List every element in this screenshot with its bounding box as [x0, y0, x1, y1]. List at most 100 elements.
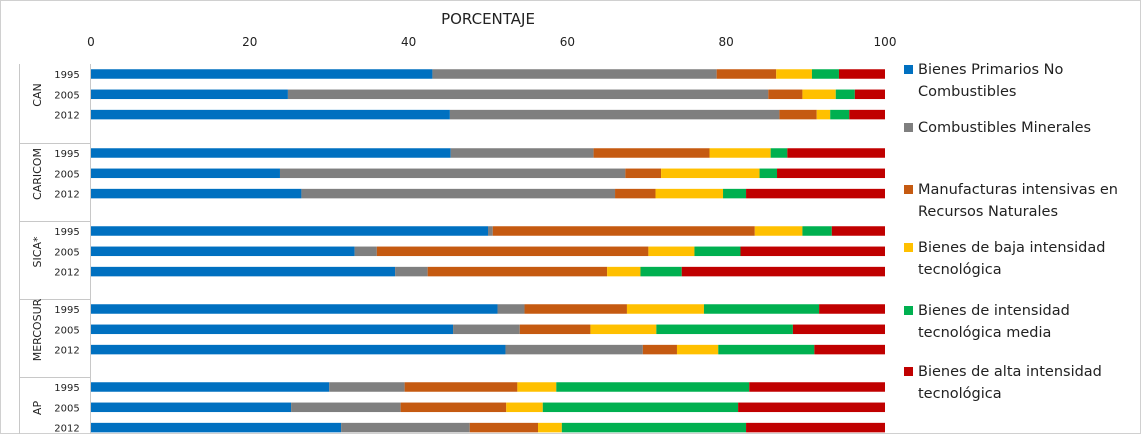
- bar-segment: [91, 148, 451, 158]
- x-tick-label: 0: [87, 35, 95, 49]
- bar-segment: [91, 266, 396, 277]
- legend-entry-text: Combustibles: [918, 84, 1017, 100]
- bar-segment: [301, 188, 616, 199]
- bar-segment: [279, 168, 626, 179]
- bars: [91, 69, 885, 433]
- year-label: 2012: [54, 111, 79, 122]
- legend-swatch: [904, 243, 913, 252]
- bar-segment: [830, 109, 850, 120]
- bar-segment: [91, 344, 506, 355]
- bar-segment: [593, 148, 710, 158]
- bar-segment: [91, 402, 292, 413]
- x-tick-label: 20: [242, 35, 257, 49]
- year-label: 2005: [54, 403, 79, 414]
- bar-segment: [354, 246, 377, 257]
- bar-segment: [802, 89, 836, 100]
- group-label: CARICOM: [31, 148, 44, 200]
- legend-entry-text: tecnológica: [918, 386, 1002, 402]
- bar-segment: [538, 422, 562, 433]
- bar-segment: [517, 382, 557, 392]
- bar-segment: [626, 304, 704, 314]
- bar-segment: [642, 344, 677, 355]
- bar-segment: [776, 69, 812, 79]
- legend-entry-text: Combustibles Minerales: [918, 120, 1091, 136]
- legend-entry-text: Bienes de alta intensidad: [918, 364, 1102, 380]
- bar-segment: [519, 324, 591, 335]
- bar-segment: [694, 246, 741, 257]
- bar-segment: [450, 148, 594, 158]
- legend-entry-text: Bienes Primarios No: [918, 62, 1064, 78]
- x-tick-label: 60: [560, 35, 575, 49]
- bar-segment: [556, 382, 750, 392]
- bar-segment: [718, 344, 815, 355]
- bar-segment: [656, 324, 793, 335]
- year-label: 2012: [54, 190, 79, 201]
- bar-segment: [506, 402, 543, 413]
- bar-segment: [91, 324, 454, 335]
- bar-segment: [703, 304, 820, 314]
- bar-segment: [738, 402, 885, 413]
- bar-segment: [400, 402, 507, 413]
- year-label: 1995: [54, 305, 79, 316]
- year-label: 2005: [54, 90, 79, 101]
- year-label: 1995: [54, 70, 79, 81]
- bar-segment: [561, 422, 747, 433]
- bar-segment: [779, 109, 817, 120]
- bar-segment: [404, 382, 518, 392]
- bar-segment: [640, 266, 682, 277]
- x-tick-label: 80: [719, 35, 734, 49]
- bar-segment: [91, 69, 433, 79]
- bar-segment: [91, 246, 355, 257]
- bar-segment: [376, 246, 649, 257]
- bar-segment: [746, 422, 885, 433]
- year-label: 2005: [54, 169, 79, 180]
- bar-segment: [590, 324, 657, 335]
- bar-segment: [811, 69, 839, 79]
- legend-swatch: [904, 123, 913, 132]
- bar-segment: [792, 324, 885, 335]
- bar-segment: [615, 188, 656, 199]
- bar-segment: [709, 148, 771, 158]
- legend-swatch: [904, 185, 913, 194]
- year-label: 2012: [54, 424, 79, 434]
- bar-segment: [505, 344, 643, 355]
- bar-segment: [432, 69, 717, 79]
- bar-segment: [854, 89, 885, 100]
- bar-segment: [91, 382, 330, 392]
- bar-segment: [291, 402, 401, 413]
- legend-swatch: [904, 367, 913, 376]
- legend: Bienes Primarios No Combustibles Combustib…: [904, 62, 1118, 402]
- group-label: MERCOSUR: [31, 298, 44, 361]
- bar-segment: [770, 148, 788, 158]
- year-label: 2005: [54, 325, 79, 336]
- bar-segment: [492, 226, 755, 236]
- year-label: 2012: [54, 346, 79, 357]
- bar-segment: [819, 304, 885, 314]
- bar-segment: [329, 382, 405, 392]
- bar-segment: [341, 422, 470, 433]
- legend-swatch: [904, 306, 913, 315]
- bar-segment: [838, 69, 885, 79]
- bar-segment: [816, 109, 831, 120]
- legend-swatch: [904, 65, 913, 74]
- year-label: 2012: [54, 268, 79, 279]
- bar-segment: [749, 382, 885, 392]
- legend-entry-text: tecnológica: [918, 262, 1002, 278]
- bar-segment: [542, 402, 739, 413]
- year-label: 2005: [54, 247, 79, 258]
- bar-segment: [648, 246, 695, 257]
- group-label: AP: [31, 401, 44, 416]
- bar-segment: [759, 168, 778, 179]
- bar-segment: [91, 188, 302, 199]
- bar-segment: [746, 188, 885, 199]
- bar-segment: [427, 266, 608, 277]
- bar-segment: [453, 324, 520, 335]
- bar-segment: [607, 266, 641, 277]
- bar-segment: [831, 226, 885, 236]
- bar-segment: [91, 422, 342, 433]
- x-tick-label: 40: [401, 35, 416, 49]
- year-label: 1995: [54, 227, 79, 238]
- legend-entry-text: tecnológica media: [918, 325, 1051, 341]
- bar-segment: [681, 266, 885, 277]
